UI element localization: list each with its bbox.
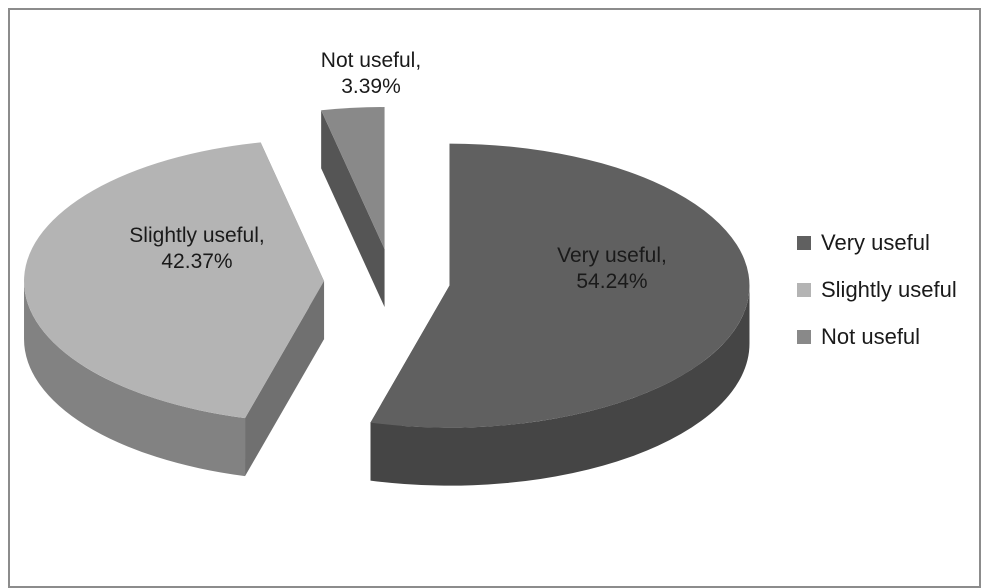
slice-not-useful: [321, 107, 385, 308]
slice-side-slightly-useful-0: [245, 281, 325, 477]
legend-item-very-useful: Very useful: [797, 230, 930, 256]
pie-slices: [24, 107, 750, 486]
slice-side-not-useful-0: [321, 110, 385, 308]
slice-slightly-useful: [24, 142, 325, 477]
legend-label-slightly-useful: Slightly useful: [821, 277, 957, 302]
data-labels: Very useful, 54.24% Slightly useful, 42.37%…: [129, 49, 667, 293]
legend-item-slightly-useful: Slightly useful: [797, 277, 957, 303]
slice-rim-slightly-useful: [24, 281, 246, 477]
legend-swatch-slightly-useful: [797, 282, 811, 297]
data-label-very-useful: Very useful, 54.24%: [557, 244, 667, 293]
legend-swatch-very-useful: [797, 235, 811, 250]
slice-top-not-useful: [321, 107, 385, 250]
slice-top-very-useful: [370, 143, 750, 428]
data-label-slightly-useful: Slightly useful, 42.37%: [129, 224, 264, 273]
data-label-not-useful: Not useful, 3.39%: [321, 49, 421, 98]
slice-rim-very-useful: [370, 285, 750, 486]
pie-chart: Very useful, 54.24% Slightly useful, 42.37%…: [24, 49, 750, 486]
legend-item-not-useful: Not useful: [797, 324, 920, 350]
legend-label-not-useful: Not useful: [821, 324, 921, 349]
legend-label-very-useful: Very useful: [821, 230, 930, 255]
legend-swatch-not-useful: [797, 329, 811, 344]
slice-top-slightly-useful: [24, 142, 325, 419]
slice-very-useful: [370, 143, 750, 486]
